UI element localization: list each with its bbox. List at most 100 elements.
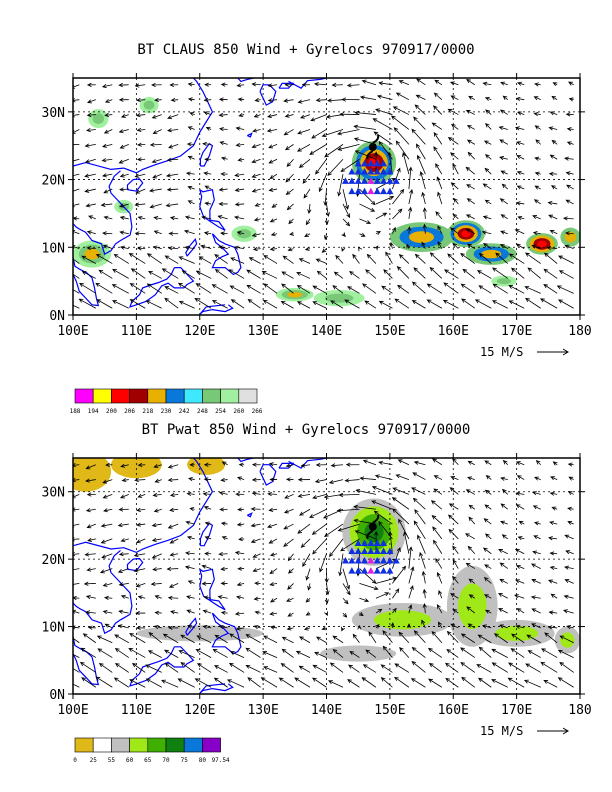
- wind-vector: [119, 187, 129, 192]
- wind-vector: [515, 504, 525, 510]
- wind-vector: [461, 298, 476, 309]
- wind-vector: [347, 679, 360, 688]
- wind-vector: [484, 167, 492, 175]
- wind-vector: [296, 144, 311, 152]
- wind-vector: [328, 479, 344, 485]
- wind-vector: [117, 568, 129, 573]
- gyre-location-marker: [367, 167, 375, 175]
- wind-vector: [450, 182, 459, 190]
- wind-vector: [550, 476, 558, 481]
- wind-vector: [251, 462, 261, 467]
- typhoon-symbol-arms: [366, 514, 380, 540]
- wind-vector: [452, 545, 459, 554]
- wind-vector: [100, 202, 113, 207]
- wind-vector: [267, 98, 278, 103]
- colorbar-swatch: [183, 737, 203, 753]
- colorbar-label: 248: [197, 408, 208, 415]
- wind-vector: [483, 518, 492, 525]
- wind-vector: [500, 170, 508, 175]
- coastline: [211, 612, 242, 655]
- wind-vector: [253, 596, 261, 601]
- wind-vector: [372, 118, 393, 130]
- wind-vector: [230, 257, 245, 264]
- x-tick-label: 160E: [438, 703, 469, 718]
- wind-vector: [100, 523, 113, 528]
- wind-vector: [482, 215, 492, 220]
- wind-vector: [167, 477, 179, 483]
- wind-vector: [220, 521, 228, 526]
- wind-vector: [263, 283, 278, 294]
- gyre-location-marker: [373, 187, 381, 195]
- wind-vector: [398, 518, 410, 540]
- wind-vector: [315, 462, 327, 468]
- wind-vector: [411, 661, 426, 673]
- wind-vector: [88, 215, 96, 220]
- wind-vector: [421, 191, 426, 205]
- coastline: [211, 233, 242, 276]
- wind-vector: [415, 94, 426, 101]
- wind-vector: [250, 538, 261, 543]
- colorbar-label: 206: [124, 408, 135, 415]
- wind-vector: [566, 141, 574, 146]
- wind-vector: [359, 597, 370, 603]
- wind-vector: [285, 173, 294, 183]
- wind-vector: [524, 252, 541, 264]
- field-contour: [481, 249, 502, 259]
- wind-vector: [185, 520, 195, 525]
- wind-vector: [340, 158, 360, 172]
- wind-vector: [461, 676, 476, 688]
- wind-vector: [502, 488, 509, 495]
- coastline: [199, 304, 234, 315]
- wind-vector: [102, 244, 113, 250]
- coastline: [288, 78, 327, 89]
- wind-vector: [81, 255, 97, 264]
- wind-vector: [311, 129, 327, 139]
- wind-vector: [178, 256, 195, 264]
- wind-vector: [552, 461, 558, 466]
- wind-vector: [286, 158, 294, 167]
- wind-vector: [250, 523, 261, 528]
- wind-vector: [220, 566, 228, 572]
- wind-vector: [499, 139, 508, 145]
- wind-vector: [532, 231, 541, 236]
- wind-vector: [236, 595, 245, 600]
- gyre-location-marker: [373, 556, 381, 564]
- wind-vector: [318, 174, 327, 193]
- wind-vector: [395, 92, 410, 101]
- wind-vector: [375, 195, 395, 205]
- wind-vector: [134, 202, 146, 207]
- wind-vector: [568, 97, 574, 102]
- wind-vector: [394, 298, 410, 309]
- wind-vector: [118, 158, 129, 164]
- wind-vector: [271, 203, 278, 208]
- wind-vector: [287, 612, 294, 617]
- wind-vector: [408, 188, 414, 205]
- wind-vector: [392, 607, 397, 614]
- wind-vector: [394, 676, 410, 688]
- y-tick-label: 10N: [42, 241, 65, 256]
- wind-vector: [414, 253, 426, 264]
- wind-vector: [406, 243, 411, 249]
- wind-vector: [442, 299, 459, 309]
- wind-vector: [403, 531, 410, 554]
- wind-vector: [151, 537, 162, 543]
- wind-vector: [375, 108, 393, 115]
- wind-vector: [491, 300, 508, 309]
- wind-vector: [395, 140, 410, 160]
- wind-vector: [531, 563, 541, 569]
- x-tick-label: 180: [568, 324, 591, 339]
- wind-vector: [268, 143, 278, 149]
- gyre-location-marker: [386, 187, 394, 195]
- wind-vector: [87, 537, 96, 542]
- wind-vector: [565, 199, 574, 205]
- wind-vector: [170, 97, 179, 103]
- wind-vector: [248, 257, 261, 264]
- wind-vector: [359, 188, 376, 206]
- gyre-location-marker: [380, 547, 388, 555]
- wind-vector: [465, 489, 475, 495]
- wind-vector: [500, 214, 508, 220]
- wind-vector: [434, 79, 443, 86]
- wind-vector: [563, 609, 574, 614]
- wind-vector: [567, 462, 574, 467]
- wind-vector: [204, 185, 212, 190]
